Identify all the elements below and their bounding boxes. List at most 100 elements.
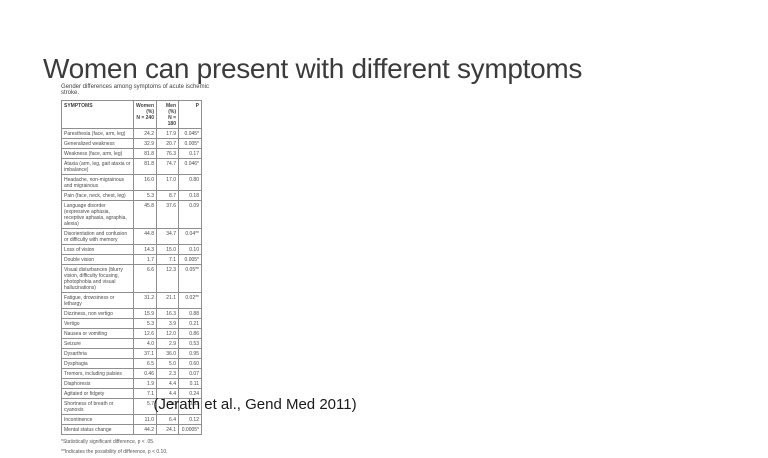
p-value-cell: 0.045* (178, 128, 202, 139)
symptom-cell: Incontinence (61, 414, 134, 425)
men-value-cell: 76.3 (156, 148, 179, 159)
men-value-cell: 15.0 (156, 244, 179, 255)
men-value-cell: 2.3 (156, 368, 179, 379)
women-value-cell: 4.0 (133, 338, 157, 349)
p-value-cell: 0.18 (178, 190, 202, 201)
table-row: Loss of vision 14.3 15.0 0.10 (61, 244, 202, 255)
symptom-cell: Headache, non-migrainous and migrainous (61, 174, 134, 191)
women-value-cell: 14.3 (133, 244, 157, 255)
p-value-cell: 0.005* (178, 138, 202, 149)
women-value-cell: 37.1 (133, 348, 157, 359)
table-row: Visual disturbances (blurry vision, diff… (61, 264, 202, 293)
table-row: Weakness (face, arm, leg) 81.8 76.3 0.17 (61, 148, 202, 159)
women-value-cell: 11.0 (133, 414, 157, 425)
symptom-cell: Dysphagia (61, 358, 134, 369)
symptom-cell: Nausea or vomiting (61, 328, 134, 339)
women-value-cell: 32.9 (133, 138, 157, 149)
p-value-cell: 0.05** (178, 264, 202, 293)
table-row: Paresthesia (face, arm, leg) 24.2 17.9 0.04… (61, 128, 202, 139)
header-row: SYMPTOMS Women (%) N = 240 Men (%) N = 1… (61, 100, 202, 129)
p-value-cell: 0.005* (178, 254, 202, 265)
table-row: Vertigo 5.3 3.9 0.21 (61, 318, 202, 329)
table-row: Mental status change 44.2 24.1 0.0005* (61, 424, 202, 435)
symptom-cell: Loss of vision (61, 244, 134, 255)
women-value-cell: 6.6 (133, 264, 157, 293)
column-header-symptoms: SYMPTOMS (61, 100, 134, 129)
women-value-cell: 31.2 (133, 292, 157, 309)
symptom-cell: Seizure (61, 338, 134, 349)
column-header-p: P (178, 100, 202, 129)
men-value-cell: 5.0 (156, 358, 179, 369)
table-row: Fatigue, drowsiness or lethargy 31.2 21.1 0… (61, 292, 202, 309)
women-value-cell: 1.7 (133, 254, 157, 265)
p-value-cell: 0.04** (178, 228, 202, 245)
men-value-cell: 20.7 (156, 138, 179, 149)
men-value-cell: 12.3 (156, 264, 179, 293)
symptom-cell: Fatigue, drowsiness or lethargy (61, 292, 134, 309)
p-value-cell: 0.60 (178, 358, 202, 369)
symptom-cell: Disorientation and confusion or difficul… (61, 228, 134, 245)
men-value-cell: 7.1 (156, 254, 179, 265)
men-value-cell: 37.6 (156, 200, 179, 229)
p-value-cell: 0.95 (178, 348, 202, 359)
symptom-cell: Paresthesia (face, arm, leg) (61, 128, 134, 139)
column-header-men: Men (%) N = 180 (156, 100, 179, 129)
men-value-cell: 6.4 (156, 414, 179, 425)
symptom-cell: Shortness of breath or cyanosis (61, 398, 134, 415)
p-value-cell: 0.11 (178, 378, 202, 389)
women-value-cell: 6.5 (133, 358, 157, 369)
women-value-cell: 16.0 (133, 174, 157, 191)
symptom-cell: Agitated or fidgety (61, 388, 134, 399)
symptom-cell: Weakness (face, arm, leg) (61, 148, 134, 159)
symptom-cell: Dizziness, non vertigo (61, 308, 134, 319)
symptom-cell: Generalized weakness (61, 138, 134, 149)
p-value-cell: 0.86 (178, 328, 202, 339)
citation: (Jerath et al., Gend Med 2011) (153, 396, 357, 413)
table-row: Seizure 4.0 2.9 0.53 (61, 338, 202, 349)
p-value-cell: 0.07 (178, 368, 202, 379)
symptom-cell: Diaphoresis (61, 378, 134, 389)
men-value-cell: 17.0 (156, 174, 179, 191)
p-value-cell: 0.02** (178, 292, 202, 309)
men-value-cell: 8.7 (156, 190, 179, 201)
women-value-cell: 44.2 (133, 424, 157, 435)
table-caption: Gender differences among symptoms of acu… (61, 84, 209, 96)
women-value-cell: 81.8 (133, 148, 157, 159)
women-value-cell: 1.9 (133, 378, 157, 389)
slide: { "slide": { "title": "Women can present… (43, 52, 583, 455)
women-value-cell: 24.2 (133, 128, 157, 139)
men-value-cell: 24.1 (156, 424, 179, 435)
table-row: Incontinence 11.0 6.4 0.12 (61, 414, 202, 425)
p-value-cell: 0.0005* (178, 424, 202, 435)
symptom-table: SYMPTOMS Women (%) N = 240 Men (%) N = 1… (61, 100, 202, 435)
men-value-cell: 74.7 (156, 158, 179, 175)
table-row: Pain (face, neck, chest, leg) 5.3 8.7 0.18 (61, 190, 202, 201)
men-value-cell: 21.1 (156, 292, 179, 309)
symptom-cell: Mental status change (61, 424, 134, 435)
symptom-cell: Language disorder (expressive aphasia, r… (61, 200, 134, 229)
women-value-cell: 81.8 (133, 158, 157, 175)
p-value-cell: 0.80 (178, 174, 202, 191)
men-value-cell: 4.4 (156, 378, 179, 389)
symptom-cell: Double vision (61, 254, 134, 265)
table-row: Disorientation and confusion or difficul… (61, 228, 202, 245)
table-row: Dysarthria 37.1 36.0 0.95 (61, 348, 202, 359)
men-value-cell: 12.0 (156, 328, 179, 339)
symptom-table-body: Paresthesia (face, arm, leg) 24.2 17.9 0.04… (61, 128, 202, 435)
p-value-cell: 0.09 (178, 200, 202, 229)
men-value-cell: 16.3 (156, 308, 179, 319)
women-value-cell: 5.3 (133, 318, 157, 329)
symptom-cell: Visual disturbances (blurry vision, diff… (61, 264, 134, 293)
symptom-cell: Tremors, including palsies (61, 368, 134, 379)
symptom-table-figure: Gender differences among symptoms of acu… (61, 84, 211, 458)
women-value-cell: 45.8 (133, 200, 157, 229)
p-value-cell: 0.88 (178, 308, 202, 319)
table-row: Diaphoresis 1.9 4.4 0.11 (61, 378, 202, 389)
women-value-cell: 44.8 (133, 228, 157, 245)
women-value-cell: 12.6 (133, 328, 157, 339)
p-value-cell: 0.046* (178, 158, 202, 175)
table-row: Generalized weakness 32.9 20.7 0.005* (61, 138, 202, 149)
table-row: Headache, non-migrainous and migrainous 1… (61, 174, 202, 191)
men-value-cell: 2.9 (156, 338, 179, 349)
p-value-cell: 0.53 (178, 338, 202, 349)
